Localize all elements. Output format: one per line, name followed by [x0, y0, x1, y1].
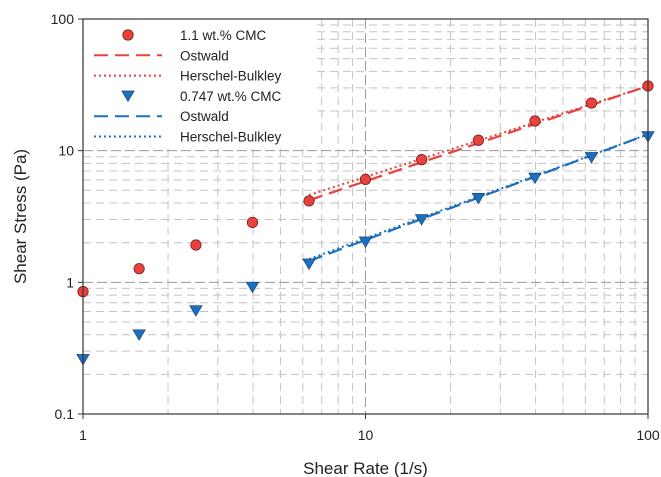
y-axis-label: Shear Stress (Pa): [11, 149, 30, 284]
legend-item: 0.747 wt.% CMC: [121, 89, 282, 104]
legend-item: Ostwald: [94, 109, 229, 124]
legend-item: 1.1 wt.% CMC: [122, 28, 267, 43]
legend-label: Ostwald: [180, 48, 229, 63]
legend-label: 0.747 wt.% CMC: [180, 89, 282, 104]
series-markers-0: [77, 80, 654, 298]
y-tick-label: 0.1: [55, 406, 75, 422]
x-axis-label: Shear Rate (1/s): [303, 459, 428, 477]
data-point: [133, 263, 145, 275]
data-point: [245, 281, 260, 294]
data-point: [358, 236, 373, 249]
y-tick-label: 1: [66, 274, 74, 290]
legend-label: Herschel-Bulkley: [180, 69, 282, 84]
legend: 1.1 wt.% CMC Ostwald Herschel-Bulkley 0.747…: [84, 20, 312, 145]
x-tick-label: 100: [636, 427, 660, 443]
legend-label: Herschel-Bulkley: [180, 130, 282, 145]
data-point: [471, 193, 486, 205]
data-point: [302, 258, 316, 271]
legend-item: Ostwald: [94, 48, 229, 63]
y-tick-label: 10: [58, 143, 74, 159]
data-point: [585, 97, 598, 109]
legend-symbol: [122, 29, 134, 41]
legend-label: Ostwald: [180, 109, 229, 124]
legend-label: 1.1 wt.% CMC: [180, 28, 267, 43]
legend-item: Herschel-Bulkley: [94, 69, 282, 84]
data-point: [584, 152, 599, 164]
x-tick-label: 10: [358, 427, 374, 443]
legend-item: Herschel-Bulkley: [94, 130, 282, 145]
data-point: [472, 134, 485, 146]
data-point: [528, 172, 542, 185]
data-point: [246, 216, 259, 229]
data-point: [529, 115, 541, 127]
data-point: [416, 154, 428, 166]
data-point: [189, 305, 203, 317]
y-tick-label: 100: [51, 11, 75, 27]
legend-symbol: [121, 90, 135, 103]
x-tick-label: 1: [79, 427, 87, 443]
legend-background: [84, 20, 312, 144]
data-point: [359, 173, 372, 186]
data-point: [132, 329, 146, 341]
data-point: [414, 214, 429, 226]
data-point: [190, 239, 202, 251]
data-point: [303, 195, 315, 207]
